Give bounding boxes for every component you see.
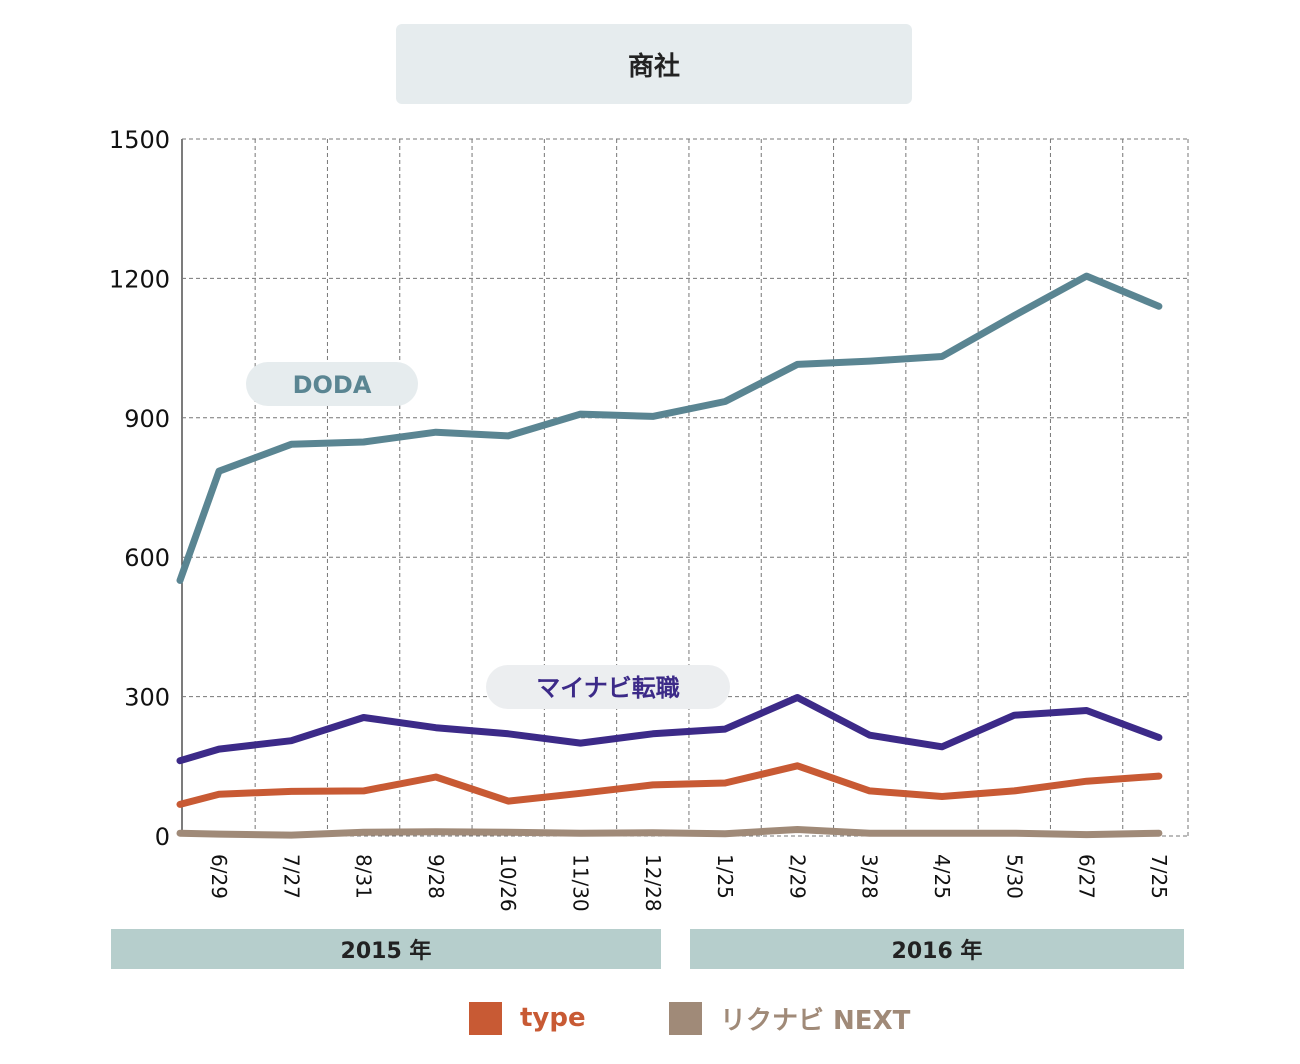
x-tick-label: 2/29	[785, 854, 809, 899]
year-band-2015: 2015 年	[111, 929, 661, 969]
legend-item-rikunabi: リクナビ NEXT	[669, 1000, 910, 1036]
y-tick-label: 0	[155, 823, 170, 851]
y-tick-label: 1500	[109, 126, 170, 154]
x-tick-label: 6/29	[207, 854, 231, 899]
x-tick-label: 6/27	[1075, 854, 1099, 899]
year-band-2016: 2016 年	[690, 929, 1184, 969]
y-tick-label: 900	[124, 405, 170, 433]
series-line-マイナビ転職	[176, 694, 1163, 765]
x-axis-ticks: 6/29 7/27 8/31 9/28 10/26 11/30 12/28 1/25 2/29 3…	[207, 854, 1171, 912]
x-tick-label: 7/25	[1147, 854, 1171, 899]
x-tick-label: 5/30	[1002, 854, 1026, 899]
legend-item-type: type	[469, 1000, 586, 1036]
legend-label-rikunabi: リクナビ NEXT	[720, 1005, 911, 1036]
y-tick-label: 1200	[109, 265, 170, 293]
chart-title: 商社	[396, 24, 912, 104]
x-tick-label: 12/28	[641, 854, 665, 912]
legend-label-type: type	[520, 1003, 586, 1033]
legend-swatch-rikunabi	[669, 1001, 702, 1035]
x-tick-label: 9/28	[424, 854, 448, 899]
inline-label-text: DODA	[293, 371, 372, 399]
x-tick-label: 7/27	[279, 854, 303, 899]
legend-swatch-type	[469, 1001, 502, 1035]
y-tick-label: 300	[124, 684, 170, 712]
x-tick-label: 3/28	[858, 854, 882, 899]
x-tick-label: 11/30	[569, 854, 593, 912]
inline-label-text: マイナビ転職	[536, 674, 680, 702]
grid	[181, 138, 1189, 837]
x-tick-label: 8/31	[352, 854, 376, 899]
inline-label-pill	[486, 665, 730, 709]
inline-series-labels: DODA マイナビ転職	[246, 362, 730, 709]
inline-label-pill	[246, 362, 418, 406]
series-lines	[176, 272, 1163, 839]
series-line-doda	[176, 272, 1163, 584]
y-tick-label: 600	[124, 544, 170, 572]
x-tick-label: 10/26	[496, 854, 520, 912]
x-tick-label: 4/25	[930, 854, 954, 899]
series-line-type	[176, 762, 1163, 808]
y-axis-ticks: 0 300 600 900 1200 1500	[109, 126, 170, 851]
series-line-リクナビ-next	[176, 826, 1163, 839]
x-tick-label: 1/25	[713, 854, 737, 899]
